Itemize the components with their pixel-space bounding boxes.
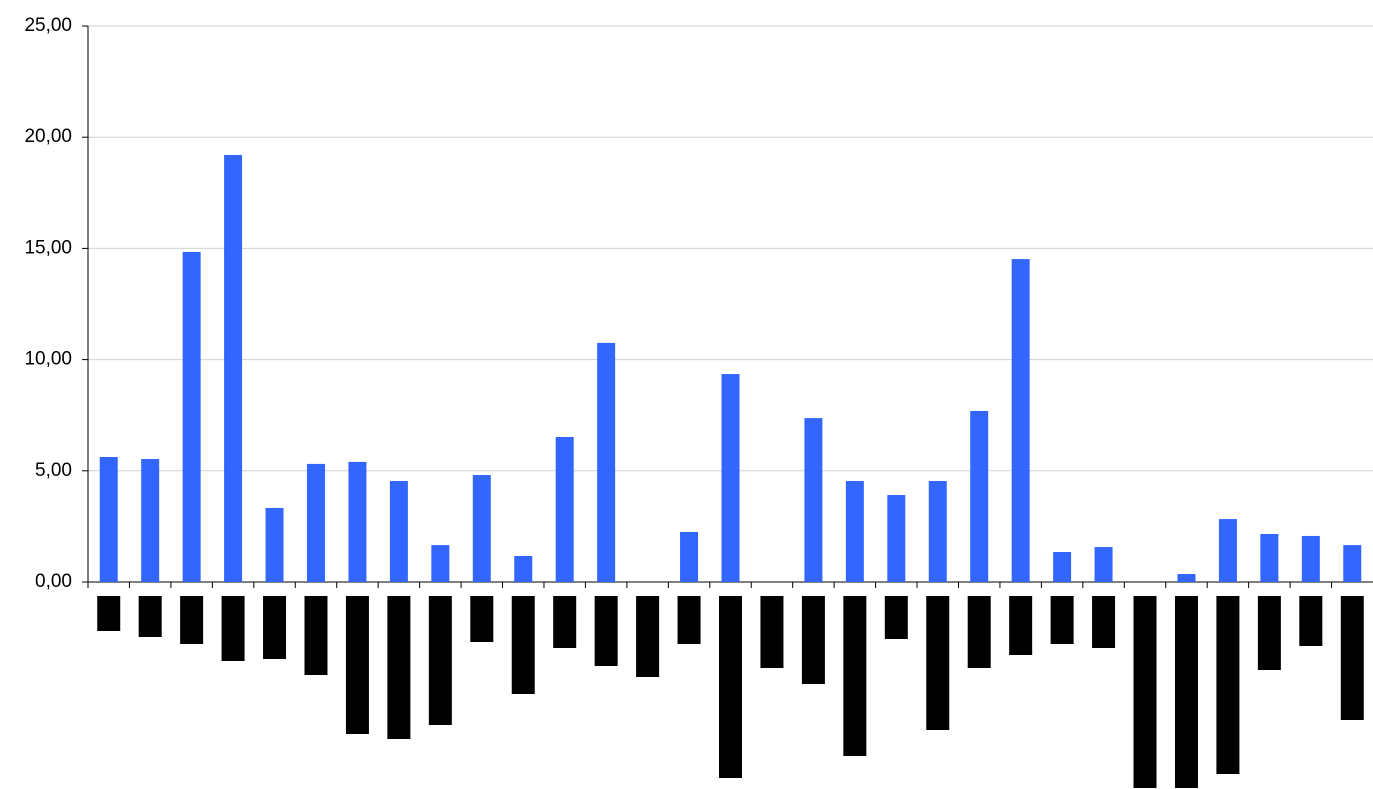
bar [431, 545, 450, 582]
bar [265, 507, 284, 582]
bar [597, 342, 616, 582]
bar [680, 531, 699, 582]
bar [1094, 547, 1113, 582]
y-tick-label: 0,00 [35, 571, 72, 592]
x-label-block [511, 596, 535, 694]
bar [1053, 551, 1072, 582]
x-label-block [387, 596, 411, 739]
x-label-block [594, 596, 618, 666]
bar [1260, 533, 1279, 582]
bar [1301, 535, 1320, 582]
x-label-block [1133, 596, 1157, 788]
x-label-block [138, 596, 162, 637]
x-label-block [221, 596, 245, 661]
x-label-block [801, 596, 825, 684]
x-label-block [263, 596, 287, 659]
x-label-block [553, 596, 577, 648]
x-label-block [1050, 596, 1074, 644]
bar [970, 410, 989, 582]
x-label-block [470, 596, 494, 642]
bar [1343, 545, 1362, 582]
x-label-block [884, 596, 908, 639]
x-label-block [345, 596, 369, 734]
x-label-block [97, 596, 121, 631]
bar [1011, 259, 1030, 582]
x-label-block [1009, 596, 1033, 655]
x-label-block [677, 596, 701, 644]
bar [1218, 519, 1237, 582]
x-label-block [304, 596, 328, 675]
x-label-block [1174, 596, 1198, 788]
x-label-block [926, 596, 950, 730]
y-tick-label: 10,00 [24, 349, 72, 370]
bar [804, 418, 823, 582]
x-label-block [636, 596, 660, 677]
x-label-block [1299, 596, 1323, 646]
bar [389, 481, 408, 582]
bar [928, 481, 947, 582]
bar [721, 374, 740, 582]
x-label-block [180, 596, 204, 644]
x-label-block [843, 596, 867, 756]
bar [224, 154, 243, 582]
y-tick-label: 15,00 [24, 237, 72, 258]
bar [472, 475, 491, 582]
bar [141, 459, 160, 582]
bar [1177, 573, 1196, 582]
x-label-block [967, 596, 991, 668]
x-label-block [719, 596, 742, 778]
bar [99, 457, 118, 582]
x-label-block [760, 596, 784, 668]
x-label-block [428, 596, 452, 725]
bar [555, 436, 574, 582]
bar [348, 461, 367, 582]
y-tick-label: 5,00 [35, 460, 72, 481]
x-label-block [1257, 596, 1281, 670]
bar [182, 251, 201, 582]
bar [845, 481, 864, 582]
x-label-block [1216, 596, 1240, 774]
bar [514, 555, 533, 582]
x-label-block [1092, 596, 1116, 648]
bar [887, 495, 906, 582]
bar [306, 463, 325, 582]
y-tick-label: 20,00 [24, 126, 72, 147]
y-tick-label: 25,00 [24, 15, 72, 36]
x-label-block [1340, 596, 1364, 720]
